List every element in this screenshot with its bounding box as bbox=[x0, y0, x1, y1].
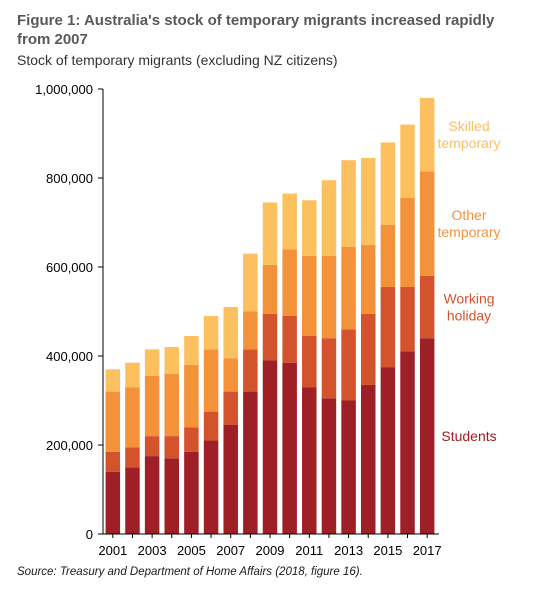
x-tick-label: 2005 bbox=[177, 543, 206, 558]
bar-segment-skilled-temporary-2017 bbox=[419, 97, 435, 172]
bar-segment-students-2012 bbox=[321, 398, 337, 534]
bar-segment-working-holiday-2003 bbox=[144, 436, 160, 457]
bar-segment-working-holiday-2012 bbox=[321, 338, 337, 399]
y-tick-label: 1,000,000 bbox=[35, 82, 93, 97]
bar-segment-working-holiday-2014 bbox=[360, 313, 376, 385]
bar-segment-skilled-temporary-2001 bbox=[105, 369, 121, 392]
bar-segment-students-2008 bbox=[243, 391, 258, 534]
bars bbox=[105, 97, 435, 535]
bar-segment-working-holiday-2004 bbox=[164, 436, 180, 459]
y-tick-label: 600,000 bbox=[46, 260, 93, 275]
bar-segment-skilled-temporary-2014 bbox=[360, 157, 376, 245]
bar-segment-students-2010 bbox=[282, 362, 297, 534]
bar-segment-other-temporary-2014 bbox=[360, 244, 376, 314]
bar-segment-skilled-temporary-2011 bbox=[302, 200, 317, 256]
bar-segment-other-temporary-2017 bbox=[419, 171, 435, 276]
bar-segment-skilled-temporary-2009 bbox=[262, 202, 278, 265]
bar-segment-skilled-temporary-2013 bbox=[341, 160, 356, 247]
y-tick-label: 800,000 bbox=[46, 171, 93, 186]
bar-segment-skilled-temporary-2006 bbox=[203, 315, 219, 350]
bar-segment-skilled-temporary-2012 bbox=[321, 180, 337, 256]
bar-segment-other-temporary-2011 bbox=[302, 255, 317, 336]
bar-segment-students-2016 bbox=[400, 351, 415, 534]
series-label-students: Students bbox=[441, 428, 496, 444]
series-labels: Students Working holiday Other temporary Skil… bbox=[437, 118, 500, 444]
bar-segment-other-temporary-2015 bbox=[380, 224, 396, 288]
bar-segment-other-temporary-2003 bbox=[144, 376, 160, 437]
bar-segment-skilled-temporary-2005 bbox=[184, 335, 199, 365]
bar-segment-other-temporary-2012 bbox=[321, 255, 337, 339]
bar-segment-skilled-temporary-2015 bbox=[380, 142, 396, 225]
bar-segment-other-temporary-2013 bbox=[341, 246, 356, 330]
bar-segment-working-holiday-2013 bbox=[341, 329, 356, 401]
bar-segment-other-temporary-2006 bbox=[203, 349, 219, 412]
bar-segment-working-holiday-2002 bbox=[125, 447, 140, 468]
series-label-other-temporary: Other temporary bbox=[437, 207, 500, 240]
bar-segment-students-2001 bbox=[105, 471, 121, 534]
bar-segment-other-temporary-2009 bbox=[262, 264, 278, 314]
bar-segment-working-holiday-2010 bbox=[282, 315, 297, 363]
bar-segment-working-holiday-2009 bbox=[262, 313, 278, 361]
bar-segment-working-holiday-2015 bbox=[380, 287, 396, 368]
bar-segment-working-holiday-2001 bbox=[105, 451, 121, 472]
bar-segment-other-temporary-2002 bbox=[125, 387, 140, 448]
bar-segment-skilled-temporary-2002 bbox=[125, 362, 140, 388]
x-tick-label: 2011 bbox=[295, 543, 323, 558]
x-tick-label: 2017 bbox=[413, 543, 442, 558]
x-tick-label: 2013 bbox=[334, 543, 363, 558]
y-tick-label: 200,000 bbox=[46, 438, 93, 453]
y-axis: 0 200,000 400,000 600,000 800,000 1,000,000 bbox=[35, 82, 104, 542]
bar-segment-working-holiday-2006 bbox=[203, 411, 219, 441]
bar-segment-working-holiday-2007 bbox=[223, 391, 238, 425]
bar-segment-students-2014 bbox=[360, 384, 376, 534]
bar-segment-students-2007 bbox=[223, 424, 238, 534]
x-tick-label: 2007 bbox=[216, 543, 245, 558]
bar-segment-students-2003 bbox=[144, 456, 160, 535]
bar-segment-other-temporary-2016 bbox=[400, 198, 415, 288]
x-axis: 2001 2003 2005 2007 2009 2011 2013 2015 2017 bbox=[98, 533, 442, 558]
bar-segment-students-2006 bbox=[203, 440, 219, 534]
bar-segment-students-2004 bbox=[164, 458, 180, 534]
bar-segment-working-holiday-2011 bbox=[302, 335, 317, 388]
series-label-working-holiday: Working holiday bbox=[443, 291, 494, 324]
bar-segment-students-2017 bbox=[419, 338, 435, 534]
bar-segment-other-temporary-2004 bbox=[164, 373, 180, 437]
chart-title: Figure 1: Australia's stock of temporary… bbox=[17, 12, 495, 48]
bar-segment-skilled-temporary-2016 bbox=[400, 124, 415, 199]
y-tick-label: 400,000 bbox=[46, 349, 93, 364]
source-note: Source: Treasury and Department of Home … bbox=[17, 566, 363, 578]
chart-subtitle: Stock of temporary migrants (excluding N… bbox=[17, 52, 338, 68]
bar-segment-students-2011 bbox=[302, 387, 317, 534]
series-label-skilled-temporary: Skilled temporary bbox=[437, 118, 500, 151]
bar-segment-skilled-temporary-2003 bbox=[144, 349, 160, 377]
bar-segment-other-temporary-2005 bbox=[184, 364, 199, 428]
bar-segment-working-holiday-2005 bbox=[184, 427, 199, 452]
bar-segment-students-2009 bbox=[262, 360, 278, 534]
bar-segment-students-2005 bbox=[184, 451, 199, 534]
x-tick-label: 2001 bbox=[98, 543, 127, 558]
bar-segment-other-temporary-2007 bbox=[223, 358, 238, 392]
bar-segment-other-temporary-2010 bbox=[282, 249, 297, 316]
x-tick-label: 2009 bbox=[256, 543, 285, 558]
x-tick-label: 2003 bbox=[138, 543, 167, 558]
bar-segment-other-temporary-2008 bbox=[243, 311, 258, 350]
bar-segment-working-holiday-2008 bbox=[243, 349, 258, 392]
bar-segment-other-temporary-2001 bbox=[105, 391, 121, 452]
bar-segment-skilled-temporary-2008 bbox=[243, 253, 258, 312]
y-tick-label: 0 bbox=[86, 527, 93, 542]
bar-segment-skilled-temporary-2004 bbox=[164, 347, 180, 374]
bar-segment-students-2013 bbox=[341, 400, 356, 534]
bar-segment-skilled-temporary-2007 bbox=[223, 307, 238, 359]
bar-segment-working-holiday-2017 bbox=[419, 275, 435, 339]
bar-segment-skilled-temporary-2010 bbox=[282, 193, 297, 250]
bar-segment-students-2002 bbox=[125, 467, 140, 534]
bar-segment-students-2015 bbox=[380, 367, 396, 535]
x-tick-label: 2015 bbox=[373, 543, 402, 558]
bar-segment-working-holiday-2016 bbox=[400, 287, 415, 352]
